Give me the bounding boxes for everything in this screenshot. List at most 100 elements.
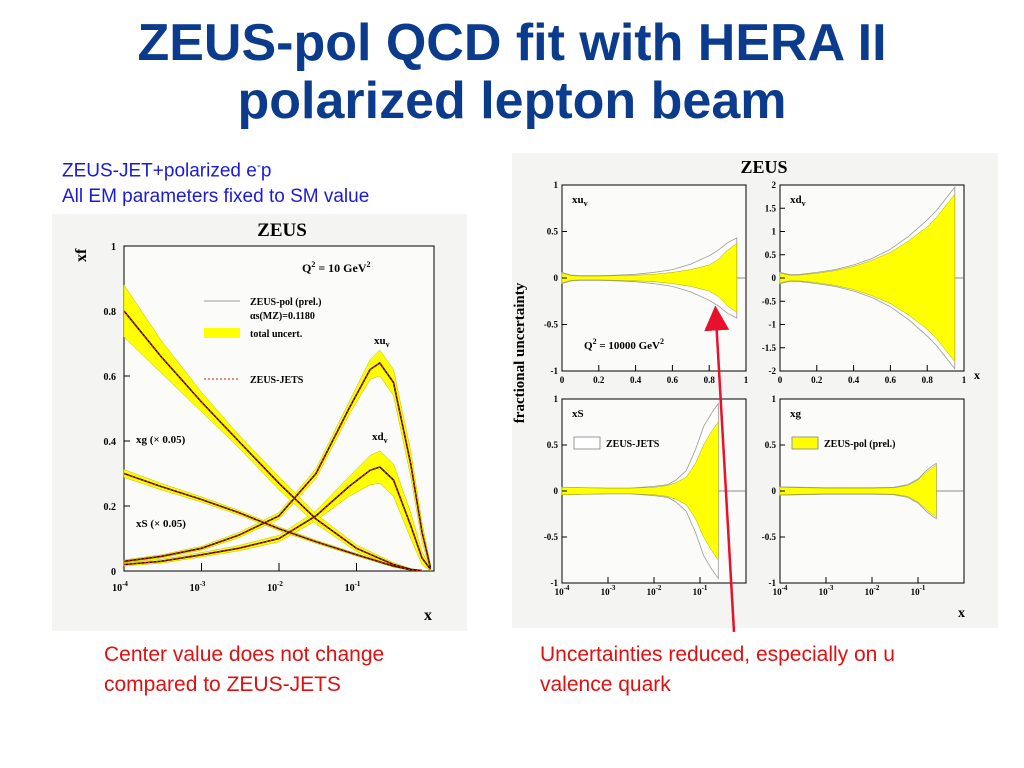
- panel-label: xuv: [572, 194, 588, 208]
- panel-label: xdv: [790, 194, 806, 208]
- jets-line-xdv: [123, 466, 431, 570]
- pol-band: [561, 421, 719, 561]
- band-xS (× 0.05): [123, 469, 423, 572]
- x-tick-label: 0: [778, 375, 783, 385]
- line-xuv: [123, 361, 432, 568]
- y-tick-label: 1: [554, 180, 559, 190]
- legend-band-label: total uncert.: [250, 329, 303, 340]
- y-tick-label: 0: [772, 486, 777, 496]
- y-tick-label: 0: [772, 273, 777, 283]
- y-tick-label: -0.5: [762, 532, 777, 542]
- x-tick-label: 10-2: [647, 584, 662, 597]
- fit-description-sup: -: [256, 158, 261, 172]
- x-tick-label: 0.4: [630, 375, 642, 385]
- x-tick-label: 1: [744, 375, 749, 385]
- y-tick-label: 0.4: [104, 437, 117, 448]
- panel-label: xS: [572, 408, 584, 420]
- note-left-line-2: compared to ZEUS-JETS: [104, 673, 341, 696]
- fit-description-line-2: All EM parameters fixed to SM value: [62, 186, 370, 208]
- legend-alpha-label: αs(MZ)=0.1180: [250, 311, 315, 322]
- y-tick-label: 0: [554, 486, 559, 496]
- fit-description-main: ZEUS-JET+polarized e: [62, 160, 257, 182]
- x-tick-label: 0.6: [885, 375, 897, 385]
- y-tick-label: 0.5: [765, 440, 777, 450]
- panel-legend-swatch: [791, 436, 819, 450]
- legend: ZEUS-pol (prel.) αs(MZ)=0.1180 total uncer…: [204, 297, 322, 386]
- pol-band: [779, 193, 956, 363]
- y-tick-label: -0.5: [762, 296, 777, 306]
- y-tick-label: 0.6: [104, 372, 117, 383]
- panel-legend-label: ZEUS-JETS: [606, 439, 660, 450]
- y-tick-label: 0: [554, 273, 559, 283]
- pol-band: [561, 243, 738, 313]
- note-right-line-1: Uncertainties reduced, especially on u: [540, 643, 895, 666]
- x-tick-label: 0.8: [922, 375, 934, 385]
- y-tick-label: -1: [551, 366, 559, 376]
- x-tick-label: 10-1: [345, 580, 361, 594]
- x-tick-label: 10-1: [693, 584, 708, 597]
- x-tick-label: 0.4: [848, 375, 860, 385]
- x-tick-label: 0: [560, 375, 565, 385]
- pdf-chart-panel: ZEUS 0 0.2 0.4 0.6 0.8 1 10-4 10-3 10-2 10-1 x xf Q2 …: [52, 214, 467, 631]
- y-tick-label: 0: [111, 567, 116, 578]
- chart-title: ZEUS: [257, 220, 307, 241]
- series-label-xuv: xuv: [374, 335, 390, 349]
- y-tick-label: 1: [111, 242, 116, 253]
- legend-pol-label: ZEUS-pol (prel.): [250, 297, 322, 308]
- y-tick-label: 0.5: [547, 440, 559, 450]
- y-tick-label: 1: [554, 394, 559, 404]
- x-tick-label: 0.6: [667, 375, 679, 385]
- y-tick-label: 2: [772, 180, 777, 190]
- series-label-xs: xS (× 0.05): [136, 518, 186, 530]
- panel-legend-label: ZEUS-pol (prel.): [824, 439, 896, 450]
- y-tick-label: 0.2: [104, 502, 117, 513]
- y-tick-label: 0.5: [765, 250, 777, 260]
- panel-xdv: -2 -1.5 -1 -0.5 0 0.5 1 1.5 2 0 0.2 0.4 0.6 0.8 1 xdv: [762, 180, 967, 385]
- y-tick-label: -1: [769, 320, 777, 330]
- y-tick-label: 0.8: [104, 307, 117, 318]
- title-line-2: polarized lepton beam: [237, 72, 787, 130]
- q2-annotation: Q2 = 10 GeV2: [302, 260, 371, 275]
- panel-label: xg: [790, 408, 802, 420]
- band-xdv: [123, 450, 431, 572]
- y-tick-label: 1.5: [765, 203, 777, 213]
- x-axis-label-top: x: [974, 368, 980, 382]
- pol-band: [779, 464, 937, 518]
- panel-xS: -1 -0.5 0 0.5 1 10-4 10-3 10-2 10-1 xS ZEUS-JETS: [544, 394, 747, 597]
- pdf-chart: ZEUS 0 0.2 0.4 0.6 0.8 1 10-4 10-3 10-2 10-1 x xf Q2 …: [73, 220, 435, 624]
- note-right: Uncertainties reduced, especially on u v…: [540, 640, 895, 700]
- x-tick-label: 10-2: [267, 580, 283, 594]
- y-tick-label: -1: [769, 578, 777, 588]
- q2-annotation: Q2 = 10000 GeV2: [584, 337, 664, 352]
- y-tick-label: -1: [551, 578, 559, 588]
- x-tick-label: 10-2: [865, 584, 880, 597]
- x-tick-label: 10-1: [911, 584, 926, 597]
- slide-title: ZEUS-pol QCD fit with HERA II polarized …: [0, 14, 1024, 130]
- uncertainty-chart-panel: ZEUS fractional uncertainty -1 -0.5 0 0.5 1 0 0.…: [512, 153, 998, 628]
- x-axis-label: x: [424, 607, 432, 624]
- panel-xg: -1 -0.5 0 0.5 1 10-4 10-3 10-2 10-1 xg ZEUS-pol (p…: [762, 394, 965, 597]
- x-tick-label: 0.8: [704, 375, 716, 385]
- x-tick-label: 0.2: [811, 375, 823, 385]
- x-tick-label: 0.2: [593, 375, 605, 385]
- note-left: Center value does not change compared to…: [104, 640, 384, 700]
- x-tick-label: 10-4: [112, 580, 128, 594]
- y-axis-label: fractional uncertainty: [512, 282, 528, 423]
- x-tick-label: 10-3: [601, 584, 616, 597]
- jets-line-xg (× 0.05): [123, 310, 423, 572]
- panel-xuv: -1 -0.5 0 0.5 1 0 0.2 0.4 0.6 0.8 1 xuv: [544, 180, 749, 385]
- series-label-xdv: xdv: [372, 431, 388, 445]
- fit-description-end: p: [260, 160, 272, 182]
- x-axis-label-bottom: x: [958, 606, 965, 621]
- arrow-line: [704, 305, 736, 633]
- y-tick-label: -0.5: [544, 320, 559, 330]
- title-line-1: ZEUS-pol QCD fit with HERA II: [137, 14, 887, 72]
- jets-line-xS (× 0.05): [123, 473, 423, 572]
- x-tick-label: 10-3: [819, 584, 834, 597]
- y-tick-label: -1.5: [762, 343, 777, 353]
- legend-jets-label: ZEUS-JETS: [250, 375, 304, 386]
- note-left-line-1: Center value does not change: [104, 643, 385, 666]
- y-axis-label: xf: [73, 248, 90, 262]
- y-tick-label: 1: [772, 227, 777, 237]
